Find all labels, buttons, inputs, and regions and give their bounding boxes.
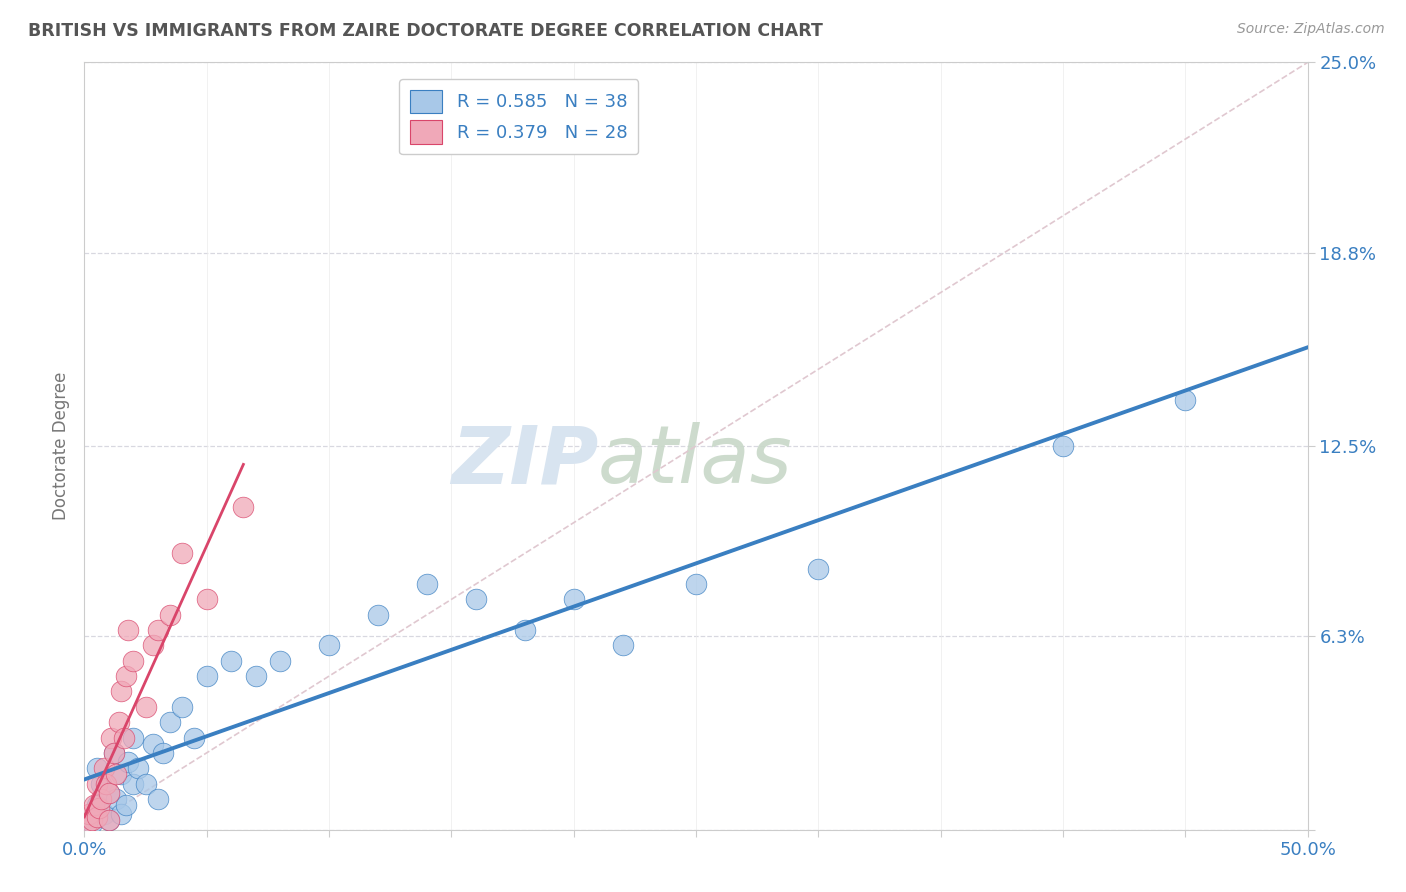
- Point: [1174, 392, 1197, 407]
- Point: [127, 761, 149, 775]
- Point: [115, 669, 138, 683]
- Point: [97, 814, 120, 828]
- Point: [232, 500, 254, 515]
- Point: [195, 669, 218, 683]
- Point: [97, 786, 120, 800]
- Point: [77, 807, 100, 822]
- Point: [86, 810, 108, 824]
- Point: [83, 797, 105, 812]
- Point: [146, 792, 169, 806]
- Point: [86, 776, 108, 790]
- Point: [86, 761, 108, 775]
- Point: [117, 755, 139, 769]
- Point: [195, 592, 218, 607]
- Point: [86, 797, 108, 812]
- Point: [105, 767, 128, 781]
- Point: [562, 592, 585, 607]
- Point: [464, 592, 486, 607]
- Point: [80, 814, 103, 828]
- Point: [122, 776, 145, 790]
- Point: [142, 639, 165, 653]
- Point: [1052, 439, 1074, 453]
- Point: [367, 607, 389, 622]
- Point: [110, 684, 132, 698]
- Point: [807, 562, 830, 576]
- Point: [685, 577, 707, 591]
- Point: [245, 669, 267, 683]
- Point: [97, 814, 120, 828]
- Point: [107, 715, 129, 730]
- Point: [110, 807, 132, 822]
- Point: [612, 639, 634, 653]
- Point: [219, 654, 242, 668]
- Point: [142, 737, 165, 751]
- Point: [135, 776, 157, 790]
- Point: [122, 731, 145, 745]
- Point: [96, 776, 118, 790]
- Text: atlas: atlas: [598, 422, 793, 500]
- Point: [115, 797, 138, 812]
- Point: [416, 577, 439, 591]
- Point: [172, 699, 194, 714]
- Point: [269, 654, 291, 668]
- Point: [172, 546, 194, 560]
- Point: [103, 746, 125, 760]
- Point: [122, 654, 145, 668]
- Point: [105, 792, 128, 806]
- Point: [87, 801, 110, 815]
- Point: [159, 715, 181, 730]
- Point: [93, 807, 115, 822]
- Point: [76, 816, 98, 830]
- Text: BRITISH VS IMMIGRANTS FROM ZAIRE DOCTORATE DEGREE CORRELATION CHART: BRITISH VS IMMIGRANTS FROM ZAIRE DOCTORA…: [28, 22, 823, 40]
- Point: [80, 816, 103, 830]
- Point: [90, 776, 112, 790]
- Point: [513, 623, 536, 637]
- Point: [152, 746, 174, 760]
- Point: [93, 761, 115, 775]
- Y-axis label: Doctorate Degree: Doctorate Degree: [52, 372, 70, 520]
- Point: [117, 623, 139, 637]
- Point: [97, 786, 120, 800]
- Point: [103, 746, 125, 760]
- Text: Source: ZipAtlas.com: Source: ZipAtlas.com: [1237, 22, 1385, 37]
- Point: [112, 731, 135, 745]
- Point: [318, 639, 340, 653]
- Point: [90, 792, 112, 806]
- Point: [100, 731, 122, 745]
- Point: [146, 623, 169, 637]
- Legend: R = 0.585   N = 38, R = 0.379   N = 28: R = 0.585 N = 38, R = 0.379 N = 28: [399, 79, 638, 154]
- Point: [135, 699, 157, 714]
- Text: ZIP: ZIP: [451, 422, 598, 500]
- Point: [159, 607, 181, 622]
- Point: [183, 731, 205, 745]
- Point: [110, 767, 132, 781]
